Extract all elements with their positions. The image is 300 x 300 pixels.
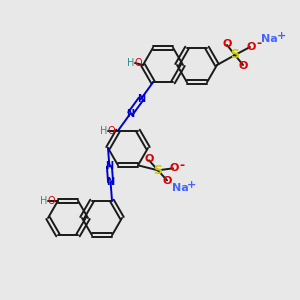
Text: N: N	[137, 94, 145, 104]
Text: -: -	[179, 159, 184, 172]
Text: S: S	[154, 164, 163, 177]
Text: N: N	[105, 161, 113, 171]
Text: N: N	[126, 109, 134, 119]
Text: O: O	[169, 163, 179, 173]
Text: O: O	[222, 39, 232, 49]
Text: -: -	[256, 38, 262, 50]
Text: O: O	[162, 176, 172, 186]
Text: O: O	[238, 61, 248, 71]
Text: H: H	[100, 126, 108, 136]
Text: O: O	[134, 58, 142, 68]
Text: +: +	[276, 31, 286, 41]
Text: H: H	[40, 196, 48, 206]
Text: Na: Na	[172, 183, 188, 193]
Text: O: O	[246, 42, 256, 52]
Text: N: N	[106, 177, 115, 187]
Text: S: S	[230, 49, 239, 62]
Text: H: H	[127, 58, 135, 68]
Text: O: O	[47, 196, 55, 206]
Text: O: O	[107, 126, 115, 136]
Text: Na: Na	[261, 34, 278, 44]
Text: O: O	[144, 154, 154, 164]
Text: +: +	[188, 180, 196, 190]
